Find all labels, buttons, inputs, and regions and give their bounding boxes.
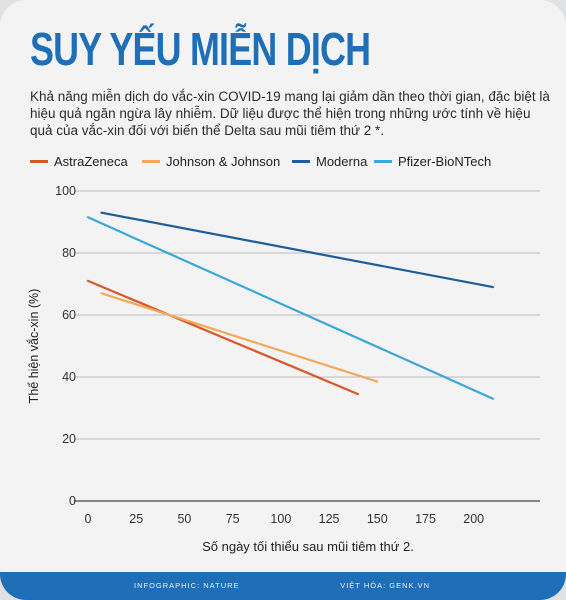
x-tick-label: 100 [270, 512, 291, 526]
legend-item-pfizer: Pfizer-BioNTech [374, 154, 491, 169]
legend-swatch-pfizer [374, 160, 392, 163]
x-tick-label: 0 [85, 512, 92, 526]
x-tick-label: 50 [177, 512, 191, 526]
series-line-pfizer-biontech [86, 216, 495, 400]
legend-item-astrazeneca: AstraZeneca [30, 154, 128, 169]
legend: AstraZeneca Johnson & Johnson Moderna Pf… [30, 154, 550, 174]
legend-item-johnson: Johnson & Johnson [142, 154, 280, 169]
legend-label-johnson: Johnson & Johnson [166, 154, 281, 169]
line-chart: 0 20 40 60 80 100 0 25 50 75 100 125 150 175 200 Số ngà… [26, 184, 540, 554]
y-axis-label: Thể hiện vắc-xin (%) [26, 289, 41, 404]
y-tick-label: 100 [55, 184, 76, 198]
series-line-astrazeneca [86, 279, 360, 396]
footer-bar: INFOGRAPHIC: NATURE VIỆT HÓA: GENK.VN [0, 572, 566, 600]
x-tick-label: 25 [129, 512, 143, 526]
legend-label-pfizer: Pfizer-BioNTech [398, 154, 492, 169]
series-line-johnson-johnson [100, 292, 379, 383]
x-axis-label: Số ngày tối thiểu sau mũi tiêm thứ 2. [202, 539, 414, 554]
series-line-moderna [100, 211, 495, 289]
page-title: SUY YẾU MIỄN DỊCH [30, 23, 371, 75]
x-tick-label: 150 [367, 512, 388, 526]
legend-swatch-moderna [292, 160, 310, 163]
legend-item-moderna: Moderna [292, 154, 367, 169]
x-tick-label: 175 [415, 512, 436, 526]
y-tick-label: 40 [62, 370, 76, 384]
legend-swatch-astrazeneca [30, 160, 48, 163]
y-tick-label: 20 [62, 432, 76, 446]
x-tick-label: 125 [319, 512, 340, 526]
y-tick-label: 0 [69, 494, 76, 508]
y-tick-label: 80 [62, 246, 76, 260]
legend-swatch-johnson [142, 160, 160, 163]
y-tick-label: 60 [62, 308, 76, 322]
description: Khả năng miễn dịch do vắc-xin COVID-19 m… [30, 89, 550, 138]
footer-credit-left: INFOGRAPHIC: NATURE [134, 581, 240, 590]
legend-label-moderna: Moderna [316, 154, 368, 169]
footer-credit-right: VIỆT HÓA: GENK.VN [340, 581, 430, 590]
x-tick-label: 75 [226, 512, 240, 526]
legend-label-astrazeneca: AstraZeneca [54, 154, 128, 169]
x-tick-label: 200 [463, 512, 484, 526]
